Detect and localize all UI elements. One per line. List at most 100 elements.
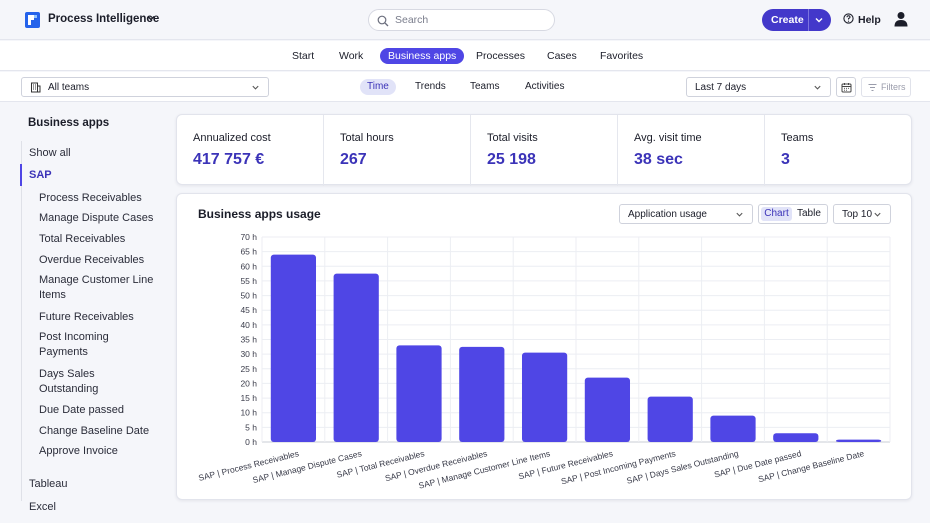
kpi-label: Total visits [487, 132, 538, 144]
kpi-total-visits: Total visits 25 198 [471, 115, 618, 186]
subtab-activities[interactable]: Activities [525, 81, 565, 92]
sidebar-item-change-baseline-date[interactable]: Change Baseline Date [39, 425, 150, 437]
kpi-label: Total hours [340, 132, 394, 144]
user-avatar-icon[interactable] [894, 11, 908, 27]
y-tick-label: 25 h [240, 364, 257, 374]
tab-business-apps[interactable]: Business apps [380, 48, 465, 64]
sidebar-item-post-incoming-payments[interactable]: Post Incoming Payments [39, 331, 109, 358]
app-logo-icon[interactable] [25, 12, 40, 28]
sidebar-item-due-date-passed[interactable]: Due Date passed [39, 404, 124, 416]
metric-select-value: Application usage [628, 209, 707, 220]
kpi-avg-visit-time: Avg. visit time 38 sec [618, 115, 765, 186]
calendar-button[interactable] [836, 77, 856, 97]
kpi-total-hours: Total hours 267 [324, 115, 471, 186]
sidebar-group-tableau[interactable]: Tableau [29, 478, 68, 490]
tab-start[interactable]: Start [292, 50, 315, 62]
sidebar-item-overdue-receivables[interactable]: Overdue Receivables [39, 254, 145, 266]
filters-label: Filters [881, 82, 906, 92]
tab-work[interactable]: Work [339, 50, 364, 62]
bar-chart: 0 h 5 h 10 h 15 h 20 h 25 h 30 h 35 h 40 h 45 h 50… [197, 234, 891, 491]
sidebar: Business apps Show all SAP Process Recei… [0, 103, 168, 523]
kpi-label: Teams [781, 132, 814, 144]
help-icon[interactable] [843, 13, 854, 24]
bar [710, 415, 756, 442]
date-range-select[interactable]: Last 7 days [686, 77, 831, 97]
bar [584, 377, 631, 442]
bar [333, 273, 379, 442]
sidebar-item-manage-customer-line-items[interactable]: Manage Customer Line Items [39, 274, 154, 301]
bar [521, 352, 568, 442]
sidebar-item-approve-invoice[interactable]: Approve Invoice [39, 445, 118, 457]
create-label: Create [771, 14, 804, 26]
y-tick-label: 70 h [240, 234, 257, 242]
team-select-value: All teams [48, 82, 90, 93]
y-tick-label: 55 h [240, 276, 257, 286]
app-title[interactable]: Process Intelligence [48, 13, 160, 25]
help-button[interactable]: Help [858, 14, 881, 26]
sidebar-item-days-sales-outstanding[interactable]: Days Sales Outstanding [39, 368, 99, 395]
top-n-value: Top 10 [842, 209, 873, 220]
y-tick-label: 20 h [240, 378, 257, 388]
chevron-down-icon [252, 85, 259, 90]
chevron-down-icon [736, 212, 743, 217]
tab-cases[interactable]: Cases [547, 50, 577, 62]
metric-select[interactable]: Application usage [619, 204, 753, 224]
view-chart-button[interactable]: Chart [761, 207, 792, 221]
tab-processes[interactable]: Processes [476, 50, 526, 62]
view-table-button[interactable]: Table [797, 208, 821, 219]
y-tick-label: 45 h [240, 305, 257, 315]
y-tick-label: 35 h [240, 335, 257, 345]
search-box[interactable] [368, 9, 555, 31]
date-range-value: Last 7 days [695, 82, 747, 93]
bar [647, 396, 693, 442]
team-select[interactable]: All teams [21, 77, 269, 97]
y-tick-label: 50 h [240, 291, 257, 301]
subtab-teams[interactable]: Teams [470, 81, 500, 92]
kpi-value: 25 198 [487, 151, 536, 168]
y-tick-label: 0 h [245, 437, 257, 447]
sidebar-item-manage-dispute-cases[interactable]: Manage Dispute Cases [39, 212, 154, 224]
sidebar-item-future-receivables[interactable]: Future Receivables [39, 311, 134, 323]
x-tick-label: SAP | Process Receivables [197, 448, 300, 483]
filter-icon [868, 84, 877, 91]
kpi-teams: Teams 3 [765, 115, 911, 186]
subtab-time[interactable]: Time [360, 79, 396, 95]
kpi-value: 38 sec [634, 151, 683, 168]
tab-favorites[interactable]: Favorites [600, 50, 644, 62]
y-tick-label: 30 h [240, 349, 257, 359]
create-button[interactable]: Create [762, 9, 831, 31]
kpi-annualized-cost: Annualized cost 417 757 € [177, 115, 324, 186]
filters-button[interactable]: Filters [861, 77, 911, 97]
top-n-select[interactable]: Top 10 [833, 204, 891, 224]
sidebar-title: Business apps [28, 117, 110, 129]
kpi-value: 267 [340, 151, 367, 168]
kpi-label: Avg. visit time [634, 132, 702, 144]
subtab-trends[interactable]: Trends [415, 81, 446, 92]
view-toggle: Chart Table [758, 204, 828, 224]
y-tick-label: 60 h [240, 261, 257, 271]
sidebar-item-process-receivables[interactable]: Process Receivables [39, 192, 142, 204]
y-tick-label: 5 h [245, 422, 257, 432]
sidebar-divider [21, 141, 22, 501]
bar [835, 439, 882, 442]
sidebar-item-total-receivables[interactable]: Total Receivables [39, 233, 126, 245]
chevron-down-icon [814, 85, 821, 90]
sidebar-group-excel[interactable]: Excel [29, 501, 56, 513]
kpi-value: 417 757 € [193, 151, 265, 168]
chevron-down-icon[interactable] [146, 13, 156, 23]
chevron-down-icon [874, 212, 881, 217]
building-icon [31, 82, 41, 93]
sidebar-group-sap[interactable]: SAP [29, 169, 52, 181]
kpi-summary-card: Annualized cost 417 757 € Total hours 26… [176, 114, 912, 186]
chevron-down-icon[interactable] [814, 15, 824, 25]
y-tick-label: 65 h [240, 247, 257, 257]
kpi-value: 3 [781, 151, 790, 168]
calendar-icon [841, 83, 852, 93]
active-indicator [20, 164, 22, 186]
search-input[interactable] [395, 12, 545, 28]
bar [773, 433, 819, 442]
y-tick-label: 40 h [240, 320, 257, 330]
chart-title: Business apps usage [198, 207, 321, 221]
y-tick-label: 15 h [240, 393, 257, 403]
sidebar-item-show-all[interactable]: Show all [29, 147, 71, 159]
